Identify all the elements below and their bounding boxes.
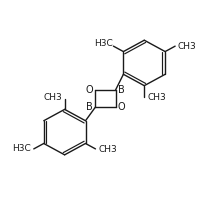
- Text: H3C: H3C: [12, 144, 31, 153]
- Text: O: O: [117, 102, 125, 112]
- Text: O: O: [86, 85, 94, 95]
- Text: B: B: [86, 102, 93, 112]
- Text: H3C: H3C: [94, 39, 113, 48]
- Text: CH3: CH3: [43, 93, 62, 102]
- Text: CH3: CH3: [147, 93, 166, 102]
- Text: CH3: CH3: [178, 42, 197, 51]
- Text: B: B: [118, 85, 125, 95]
- Text: CH3: CH3: [98, 145, 117, 154]
